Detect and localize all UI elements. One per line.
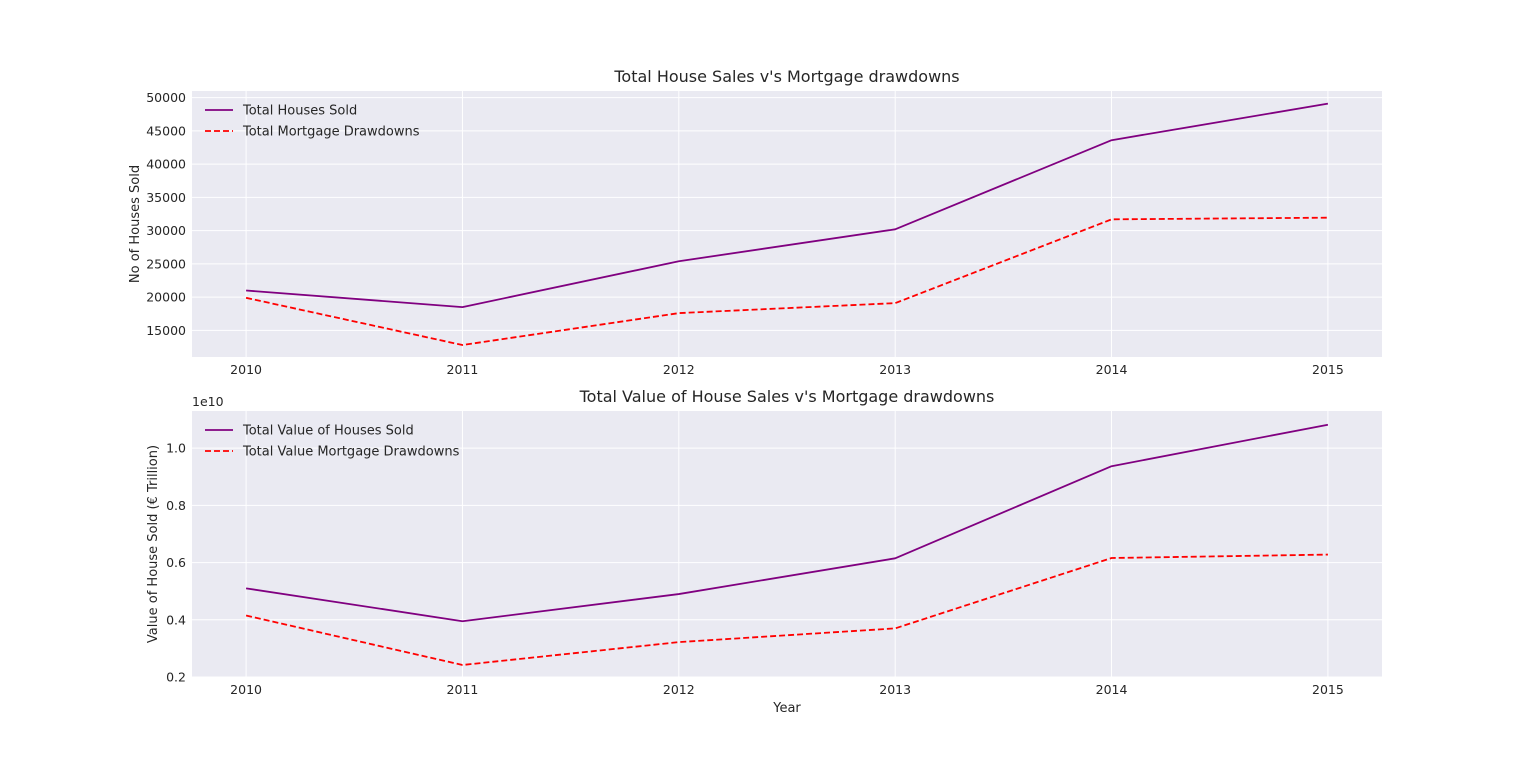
y-tick-label: 1.0 [166,441,186,456]
y-tick-label: 35000 [146,190,186,205]
y-tick-labels: 15000 20000 25000 30000 35000 40000 45000 50000 [146,90,186,338]
y-tick-label: 0.4 [166,612,186,627]
x-tick-label: 2015 [1312,682,1344,697]
x-tick-label: 2012 [663,362,695,377]
plot-area [192,91,1382,357]
series-line-1 [245,423,1329,623]
y-tick-label: 45000 [146,123,186,138]
y-tick-label: 50000 [146,90,186,105]
x-tick-label: 2011 [447,362,479,377]
y-axis-label: Value of House Sold (€ Trillion) [146,445,161,643]
x-tick-label: 2011 [447,682,479,697]
legend-label: Total Value Mortgage Drawdowns [242,445,460,460]
x-axis-label: Year [772,701,801,716]
chart-title: Total House Sales v's Mortgage drawdowns [613,67,959,86]
legend: Total Value of Houses Sold Total Value Mo… [205,424,460,460]
y-offset-text: 1e10 [192,394,224,409]
x-tick-label: 2014 [1096,682,1128,697]
x-tick-label: 2010 [230,682,262,697]
legend-label: Total Mortgage Drawdowns [242,125,420,140]
x-tick-label: 2014 [1096,362,1128,377]
x-tick-label: 2015 [1312,362,1344,377]
series-line-1 [246,102,1329,309]
legend-label: Total Value of Houses Sold [242,424,414,439]
subplot-2: 2010 2011 2012 2013 2014 2015 0.2 0.4 0.6 0.8 1.0 T… [146,387,1382,716]
y-tick-label: 15000 [146,323,186,338]
subplot-1: 2010 2011 2012 2013 2014 2015 15000 20000 25000 3… [128,67,1382,377]
y-tick-label: 0.6 [166,555,186,570]
y-tick-label: 40000 [146,157,186,172]
grid [192,91,1382,357]
y-tick-label: 0.8 [166,498,186,513]
x-tick-label: 2012 [663,682,695,697]
x-tick-label: 2013 [879,682,911,697]
y-tick-label: 20000 [146,290,186,305]
y-tick-label: 25000 [146,256,186,271]
chart-title: Total Value of House Sales v's Mortgage … [579,387,995,406]
y-tick-label: 30000 [146,223,186,238]
series-line-2 [245,216,1328,346]
x-tick-labels: 2010 2011 2012 2013 2014 2015 [230,362,1344,377]
x-tick-label: 2010 [230,362,262,377]
y-tick-labels: 0.2 0.4 0.6 0.8 1.0 [166,441,186,685]
plot-area [192,411,1382,677]
legend-label: Total Houses Sold [242,104,357,119]
x-tick-labels: 2010 2011 2012 2013 2014 2015 [230,682,1344,697]
x-tick-label: 2013 [879,362,911,377]
y-tick-label: 0.2 [166,670,186,685]
legend: Total Houses Sold Total Mortgage Drawdown… [205,104,420,140]
grid [192,411,1382,678]
series-line-2 [245,553,1328,666]
y-axis-label: No of Houses Sold [128,165,143,283]
